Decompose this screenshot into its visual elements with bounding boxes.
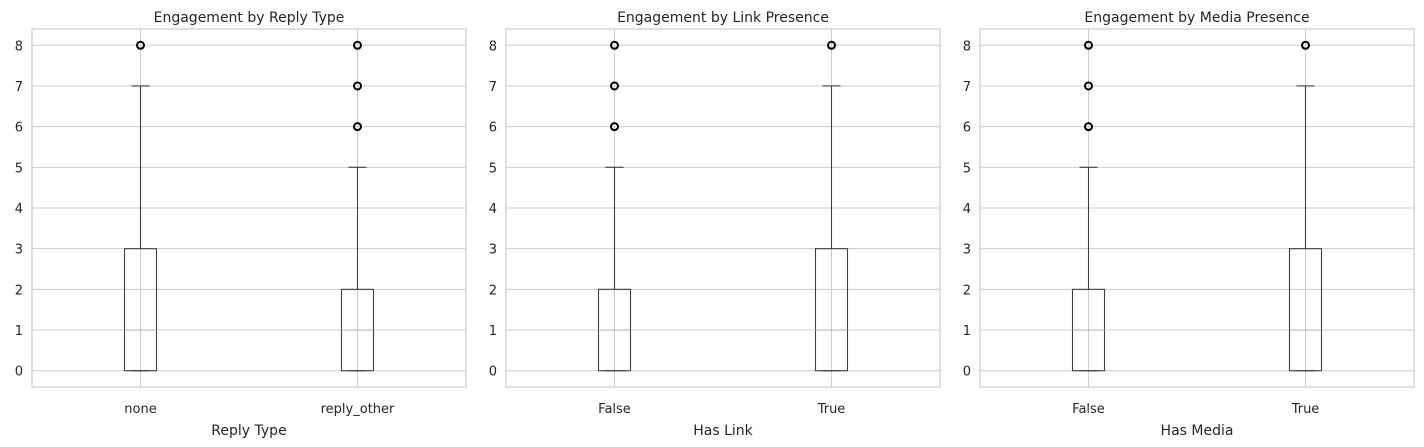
outlier-point bbox=[1084, 122, 1093, 132]
panel-title: Engagement by Reply Type bbox=[154, 10, 345, 26]
y-tick-label: 6 bbox=[489, 121, 497, 136]
y-tick-label: 1 bbox=[963, 324, 971, 339]
y-tick-label: 7 bbox=[963, 80, 971, 95]
outlier-point bbox=[610, 81, 619, 91]
x-tick-label: False bbox=[1072, 402, 1105, 417]
y-tick-label: 6 bbox=[963, 121, 971, 136]
outlier-point bbox=[610, 122, 619, 132]
outlier-point bbox=[1084, 81, 1093, 91]
iqr-box bbox=[1288, 248, 1323, 372]
y-tick-label: 4 bbox=[963, 202, 971, 217]
y-tick-label: 5 bbox=[963, 161, 971, 176]
y-tick-label: 2 bbox=[963, 283, 971, 298]
y-tick-label: 0 bbox=[15, 365, 23, 380]
y-tick-label: 5 bbox=[489, 161, 497, 176]
y-tick-label: 8 bbox=[489, 39, 497, 54]
y-tick-label: 7 bbox=[489, 80, 497, 95]
outlier-point bbox=[353, 81, 362, 91]
y-tick-label: 3 bbox=[15, 243, 23, 258]
panel-media-presence: 0 1 2 3 4 5 6 7 8 False True Engagement by Media Pr… bbox=[963, 10, 1415, 439]
outlier-point bbox=[1084, 40, 1093, 50]
y-tick-label: 3 bbox=[489, 243, 497, 258]
y-tick-label: 5 bbox=[15, 161, 23, 176]
x-tick-label: True bbox=[817, 402, 846, 417]
x-axis-label: Has Media bbox=[1161, 423, 1234, 439]
y-tick-label: 1 bbox=[15, 324, 23, 339]
outlier-point bbox=[610, 40, 619, 50]
plot-frame bbox=[31, 28, 467, 388]
panel-reply-type: 0 1 2 3 4 5 6 7 8 none reply_other Engagement by Re… bbox=[15, 10, 467, 439]
y-tick-label: 0 bbox=[489, 365, 497, 380]
y-tick-label: 4 bbox=[15, 202, 23, 217]
panel-link-presence: 0 1 2 3 4 5 6 7 8 False True Engagement by Link Pre… bbox=[489, 10, 941, 439]
x-tick-label: reply_other bbox=[321, 402, 395, 417]
x-tick-label: True bbox=[1291, 402, 1320, 417]
y-tick-label: 4 bbox=[489, 202, 497, 217]
x-tick-label: False bbox=[598, 402, 631, 417]
outlier-point bbox=[353, 122, 362, 132]
plot-frame bbox=[505, 28, 941, 388]
y-tick-label: 1 bbox=[489, 324, 497, 339]
y-tick-label: 8 bbox=[963, 39, 971, 54]
iqr-box bbox=[814, 248, 849, 372]
outlier-point bbox=[1301, 40, 1310, 50]
outlier-point bbox=[353, 40, 362, 50]
outlier-point bbox=[136, 40, 145, 50]
x-tick-label: none bbox=[124, 402, 156, 417]
plot-frame bbox=[979, 28, 1415, 388]
y-tick-label: 6 bbox=[15, 121, 23, 136]
y-tick-label: 0 bbox=[963, 365, 971, 380]
x-axis-label: Reply Type bbox=[211, 423, 286, 439]
y-tick-label: 8 bbox=[15, 39, 23, 54]
y-tick-label: 2 bbox=[15, 283, 23, 298]
panel-title: Engagement by Link Presence bbox=[617, 10, 829, 26]
outlier-point bbox=[827, 40, 836, 50]
iqr-box bbox=[123, 248, 158, 372]
y-tick-label: 2 bbox=[489, 283, 497, 298]
panel-title: Engagement by Media Presence bbox=[1084, 10, 1309, 26]
y-tick-label: 3 bbox=[963, 243, 971, 258]
x-axis-label: Has Link bbox=[693, 423, 753, 439]
y-tick-label: 7 bbox=[15, 80, 23, 95]
